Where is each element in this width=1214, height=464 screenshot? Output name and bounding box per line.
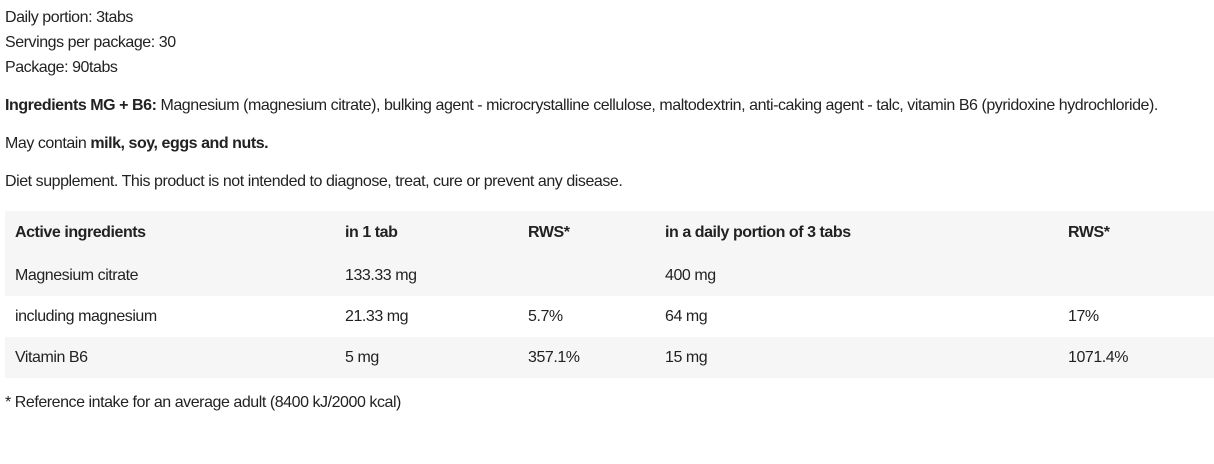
- cell: 15 mg: [665, 348, 708, 366]
- cell: 17%: [1068, 307, 1099, 325]
- header-cell: in a daily portion of 3 tabs: [665, 224, 851, 241]
- cell: 400 mg: [665, 266, 716, 284]
- cell: 357.1%: [528, 348, 580, 366]
- allergens-prefix: May contain: [5, 135, 91, 152]
- cell: [518, 255, 655, 296]
- cell: Magnesium citrate: [15, 266, 139, 284]
- disclaimer: Diet supplement. This product is not int…: [5, 173, 623, 190]
- allergens-list: milk, soy, eggs and nuts.: [90, 135, 269, 152]
- cell: 1071.4%: [1068, 348, 1129, 366]
- product-info: Daily portion: 3tabs Servings per packag…: [5, 9, 1214, 411]
- servings: Servings per package: 30: [5, 34, 176, 51]
- header-cell: in 1 tab: [345, 224, 398, 241]
- table-row: Vitamin B6 5 mg 357.1% 15 mg 1071.4%: [5, 337, 1214, 378]
- header-cell: RWS*: [1068, 224, 1110, 241]
- cell: 5 mg: [345, 348, 379, 366]
- table-header: Active ingredients in 1 tab RWS* in a da…: [5, 211, 1214, 255]
- header-cell: Active ingredients: [15, 224, 146, 241]
- table-row: including magnesium 21.33 mg 5.7% 64 mg 17%: [5, 296, 1214, 337]
- cell: 5.7%: [528, 307, 563, 325]
- cell: 64 mg: [665, 307, 708, 325]
- allergens: May contain milk, soy, eggs and nuts.: [5, 131, 1210, 156]
- cell: 133.33 mg: [345, 266, 417, 284]
- ingredients-text: Magnesium (magnesium citrate), bulking a…: [156, 97, 1158, 114]
- cell: including magnesium: [15, 307, 157, 325]
- header-cell: RWS*: [528, 224, 570, 241]
- cell: [1058, 255, 1214, 296]
- cell: 21.33 mg: [345, 307, 409, 325]
- daily-portion: Daily portion: 3tabs: [5, 9, 133, 26]
- ingredients-label: Ingredients MG + B6:: [5, 97, 157, 114]
- footnote: * Reference intake for an average adult …: [5, 394, 401, 411]
- cell: Vitamin B6: [15, 348, 88, 366]
- ingredients: Ingredients MG + B6: Magnesium (magnesiu…: [5, 93, 1210, 118]
- package: Package: 90tabs: [5, 59, 118, 76]
- nutrition-table: Active ingredients in 1 tab RWS* in a da…: [5, 211, 1214, 378]
- table-row: Magnesium citrate 133.33 mg 400 mg: [5, 255, 1214, 296]
